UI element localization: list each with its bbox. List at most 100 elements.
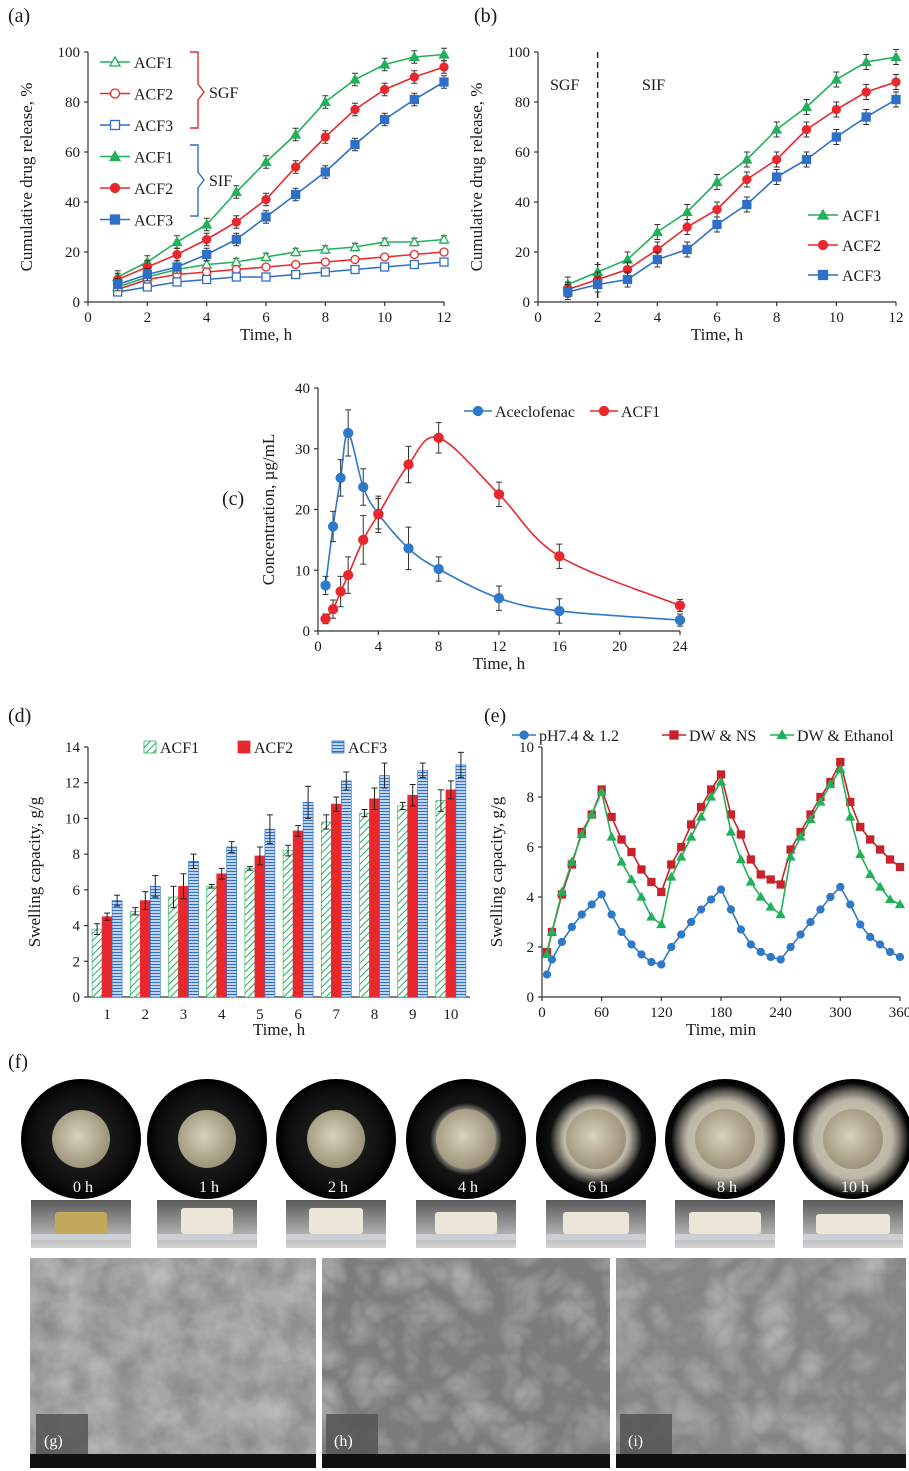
tablet-side — [563, 1212, 629, 1234]
y-tick-label: 8 — [527, 790, 535, 806]
data-point — [884, 894, 896, 904]
y-tick-label: 60 — [65, 145, 80, 161]
y-tick-label: 80 — [65, 95, 80, 111]
data-point — [885, 855, 895, 864]
data-point — [875, 845, 885, 854]
sem-image-h: (h) — [322, 1258, 610, 1468]
data-point — [646, 911, 657, 921]
tablet — [823, 1109, 883, 1169]
x-tick-label: 24 — [673, 639, 689, 655]
x-tick-label: 7 — [333, 1007, 341, 1023]
series-line — [546, 885, 901, 975]
data-point — [335, 586, 346, 597]
legend-label: ACF3 — [134, 118, 173, 135]
data-point — [349, 241, 361, 252]
tablet-side — [55, 1212, 107, 1234]
sif-label: SIF — [642, 77, 665, 94]
data-point — [805, 814, 816, 824]
bar — [417, 769, 429, 998]
legend-marker — [109, 182, 121, 194]
time-label: 2 h — [328, 1179, 348, 1196]
data-point — [681, 206, 693, 217]
legend-label: ACF3 — [348, 740, 387, 757]
legend-swatch — [237, 740, 251, 754]
swelling-dish-photo: 0 h — [21, 1079, 141, 1199]
data-point — [554, 605, 565, 617]
tablet — [52, 1110, 110, 1168]
tablet-side — [689, 1212, 761, 1234]
data-point — [895, 952, 905, 962]
bar — [216, 873, 227, 998]
data-point — [439, 77, 449, 87]
data-point — [835, 764, 846, 774]
data-point — [687, 917, 696, 927]
data-point — [260, 251, 272, 262]
panel-label-f: (f) — [8, 1051, 28, 1073]
data-point — [856, 920, 865, 929]
data-point — [171, 236, 183, 247]
data-point — [320, 167, 330, 177]
data-point — [493, 593, 505, 604]
x-tick-label: 5 — [256, 1007, 264, 1023]
data-point — [327, 603, 339, 615]
sgf-label: SGF — [550, 77, 579, 94]
data-point — [607, 812, 616, 822]
legend-swatch — [143, 740, 157, 754]
legend-marker — [519, 730, 529, 740]
data-point — [795, 831, 806, 841]
data-point — [231, 234, 241, 245]
data-point — [674, 600, 686, 611]
bar — [178, 885, 189, 998]
data-point — [261, 262, 271, 272]
data-point — [776, 880, 785, 889]
tablet-side — [309, 1208, 363, 1234]
tablet-side — [181, 1208, 233, 1234]
bar — [320, 821, 332, 998]
y-tick-label: 0 — [527, 990, 535, 1006]
dish-rim — [803, 1234, 903, 1240]
data-point — [772, 172, 782, 182]
data-point — [230, 186, 242, 197]
data-point — [695, 811, 707, 821]
tablet — [436, 1109, 496, 1169]
data-point — [379, 58, 391, 69]
swelling-side-photo — [416, 1200, 516, 1248]
y-tick-label: 10 — [519, 740, 534, 756]
data-point — [202, 249, 212, 260]
data-point — [836, 882, 845, 892]
data-point — [172, 262, 182, 272]
data-point — [409, 94, 419, 105]
data-point — [856, 822, 865, 832]
data-point — [756, 947, 765, 957]
x-tick-label: 0 — [84, 310, 92, 326]
y-tick-label: 40 — [515, 195, 530, 211]
series-line — [324, 432, 681, 621]
data-point — [290, 246, 302, 257]
y-tick-label: 30 — [295, 442, 310, 458]
data-point — [667, 860, 676, 869]
sif-brace — [190, 144, 205, 217]
series-line — [567, 56, 897, 286]
tablet — [178, 1110, 236, 1168]
data-point — [895, 862, 905, 872]
bar — [111, 900, 123, 998]
data-point — [202, 267, 212, 277]
data-point — [696, 905, 706, 914]
panel-label-b: (b) — [474, 5, 497, 27]
legend-label: ACF1 — [842, 208, 881, 225]
x-tick-label: 12 — [492, 639, 507, 655]
x-tick-label: 360 — [889, 1005, 909, 1021]
data-point — [715, 776, 727, 786]
tablet-side — [435, 1212, 497, 1234]
data-point — [290, 128, 302, 139]
data-point — [438, 48, 450, 59]
legend-e: pH7.4 & 1.2 DW & NS DW & Ethanol — [512, 728, 894, 745]
data-point — [343, 427, 354, 439]
data-point — [541, 949, 553, 959]
data-point — [800, 101, 813, 112]
data-point — [885, 947, 895, 957]
data-point — [403, 459, 414, 470]
sem-label-i: (i) — [628, 1433, 643, 1450]
data-point — [320, 613, 331, 624]
y-tick-label: 0 — [73, 295, 81, 311]
